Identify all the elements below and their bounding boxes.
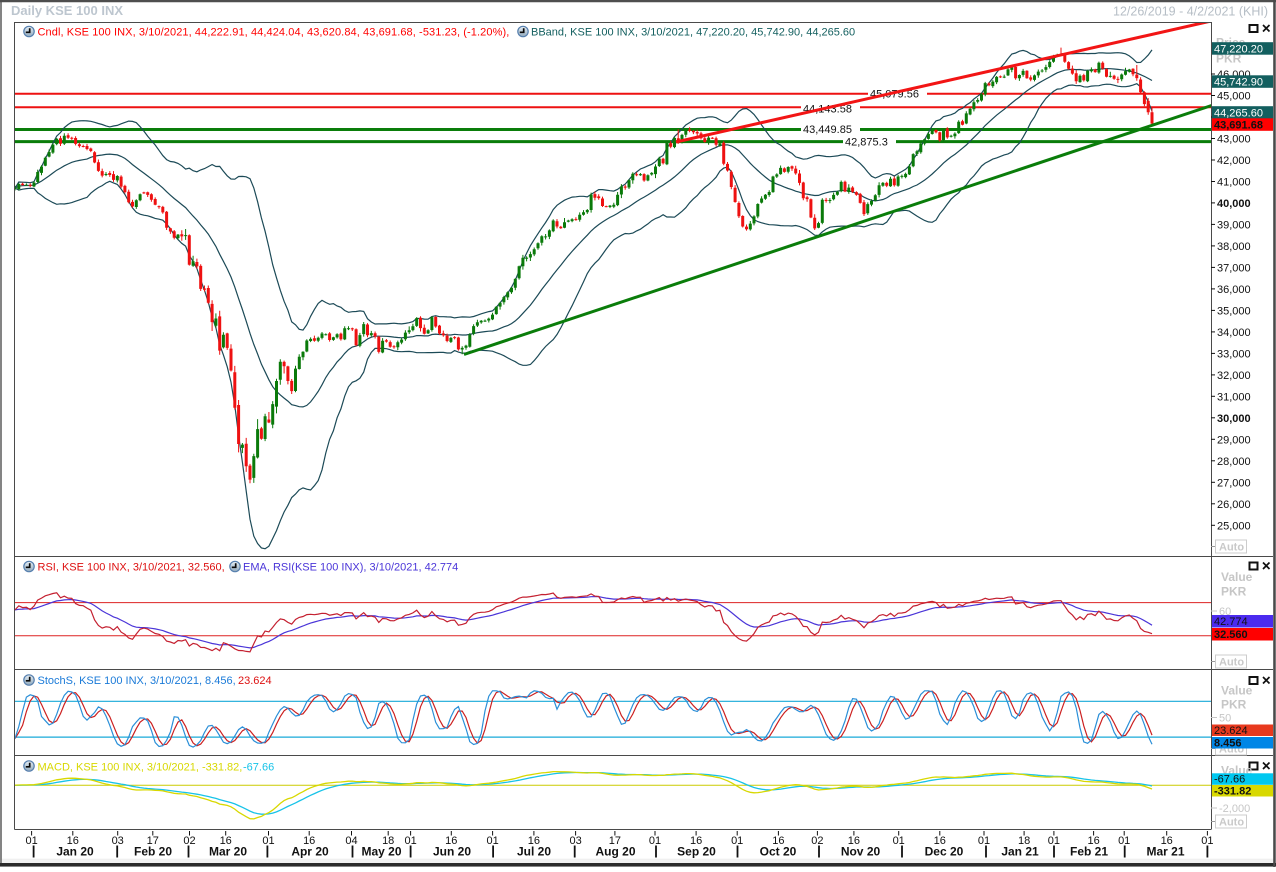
svg-text:01: 01: [1118, 835, 1130, 847]
svg-text:23.624: 23.624: [1214, 725, 1248, 737]
svg-text:Jun 20: Jun 20: [433, 845, 471, 859]
svg-text:35,000: 35,000: [1217, 305, 1251, 317]
svg-text:01: 01: [978, 835, 990, 847]
svg-text:47,220.20: 47,220.20: [1214, 43, 1263, 55]
svg-text:16: 16: [1087, 835, 1099, 847]
svg-text:16: 16: [690, 835, 702, 847]
svg-text:34,000: 34,000: [1217, 327, 1251, 339]
svg-text:43,000: 43,000: [1217, 134, 1251, 146]
svg-text:43,449.85: 43,449.85: [803, 124, 852, 136]
svg-text:Sep 20: Sep 20: [677, 845, 716, 859]
svg-text:50: 50: [1219, 713, 1231, 725]
svg-text:44,265.60: 44,265.60: [1214, 107, 1263, 119]
svg-text:18: 18: [382, 835, 394, 847]
svg-text:01: 01: [262, 835, 274, 847]
svg-text:32.560: 32.560: [1214, 629, 1248, 641]
svg-text:Jan 21: Jan 21: [1001, 845, 1039, 859]
svg-text:01: 01: [893, 835, 905, 847]
svg-text:May 20: May 20: [361, 845, 401, 859]
svg-text:43,691.68: 43,691.68: [1214, 120, 1263, 132]
svg-text:Jul 20: Jul 20: [517, 845, 551, 859]
svg-text:Aug 20: Aug 20: [595, 845, 635, 859]
svg-text:16: 16: [220, 835, 232, 847]
svg-text:16: 16: [67, 835, 79, 847]
svg-text:MACD, KSE 100 INX, 3/10/2021,: MACD, KSE 100 INX, 3/10/2021, -331.82,: [38, 762, 243, 774]
svg-text:17: 17: [609, 835, 621, 847]
svg-text:Apr 20: Apr 20: [291, 845, 329, 859]
svg-text:33,000: 33,000: [1217, 348, 1251, 360]
svg-text:Nov 20: Nov 20: [841, 845, 881, 859]
svg-text:45,079.56: 45,079.56: [870, 89, 919, 101]
svg-text:16: 16: [303, 835, 315, 847]
svg-text:23.624: 23.624: [238, 675, 272, 687]
svg-text:PKR: PKR: [1216, 52, 1242, 66]
svg-text:Jan 20: Jan 20: [56, 845, 94, 859]
svg-text:37,000: 37,000: [1217, 262, 1251, 274]
svg-text:42,000: 42,000: [1217, 155, 1251, 167]
svg-text:8.456: 8.456: [1214, 737, 1242, 749]
svg-text:38,000: 38,000: [1217, 241, 1251, 253]
svg-text:12/26/2019 - 4/2/2021 (KHI): 12/26/2019 - 4/2/2021 (KHI): [1113, 5, 1268, 19]
svg-text:01: 01: [404, 835, 416, 847]
svg-text:39,000: 39,000: [1217, 219, 1251, 231]
svg-text:41,000: 41,000: [1217, 177, 1251, 189]
svg-text:04: 04: [345, 835, 357, 847]
svg-text:27,000: 27,000: [1217, 477, 1251, 489]
svg-text:StochS, KSE 100 INX, 3/10/2021: StochS, KSE 100 INX, 3/10/2021, 8.456,: [38, 675, 236, 687]
svg-text:Feb 21: Feb 21: [1070, 845, 1108, 859]
svg-text:16: 16: [772, 835, 784, 847]
svg-text:Feb 20: Feb 20: [134, 845, 172, 859]
svg-text:16: 16: [848, 835, 860, 847]
svg-text:Auto: Auto: [1219, 817, 1244, 829]
svg-text:-2,000: -2,000: [1219, 803, 1250, 815]
svg-text:01: 01: [1201, 835, 1213, 847]
svg-text:PKR: PKR: [1221, 585, 1247, 599]
svg-text:01: 01: [25, 835, 37, 847]
svg-text:01: 01: [731, 835, 743, 847]
svg-text:02: 02: [811, 835, 823, 847]
svg-text:-67.66: -67.66: [243, 762, 274, 774]
svg-text:Mar 21: Mar 21: [1146, 845, 1184, 859]
svg-text:Auto: Auto: [1219, 542, 1244, 554]
svg-text:PKR: PKR: [1221, 698, 1247, 712]
svg-text:45,742.90: 45,742.90: [1214, 77, 1263, 89]
svg-text:Cndl, KSE 100 INX, 3/10/2021,: Cndl, KSE 100 INX, 3/10/2021, 44,222.91,…: [38, 27, 510, 39]
svg-text:Dec 20: Dec 20: [925, 845, 964, 859]
svg-text:01: 01: [486, 835, 498, 847]
svg-text:16: 16: [934, 835, 946, 847]
svg-text:25,000: 25,000: [1217, 520, 1251, 532]
svg-text:Value: Value: [1221, 570, 1253, 584]
svg-text:03: 03: [112, 835, 124, 847]
svg-text:16: 16: [445, 835, 457, 847]
svg-text:29,000: 29,000: [1217, 434, 1251, 446]
svg-text:EMA, RSI(KSE 100 INX), 3/10/20: EMA, RSI(KSE 100 INX), 3/10/2021, 42.774: [243, 562, 458, 574]
svg-text:42.774: 42.774: [1214, 616, 1248, 628]
svg-text:03: 03: [569, 835, 581, 847]
svg-text:40,000: 40,000: [1217, 198, 1251, 210]
svg-text:Value: Value: [1221, 684, 1253, 698]
svg-text:26,000: 26,000: [1217, 499, 1251, 511]
svg-text:RSI, KSE 100 INX, 3/10/2021, 3: RSI, KSE 100 INX, 3/10/2021, 32.560,: [38, 562, 225, 574]
svg-text:42,875.3: 42,875.3: [845, 136, 888, 148]
svg-text:02: 02: [183, 835, 195, 847]
svg-text:Daily KSE 100 INX: Daily KSE 100 INX: [11, 3, 123, 18]
svg-text:01: 01: [1048, 835, 1060, 847]
svg-text:32,000: 32,000: [1217, 370, 1251, 382]
svg-text:17: 17: [147, 835, 159, 847]
svg-text:16: 16: [528, 835, 540, 847]
svg-text:16: 16: [1161, 835, 1173, 847]
svg-text:BBand, KSE 100 INX, 3/10/2021,: BBand, KSE 100 INX, 3/10/2021, 47,220.20…: [531, 27, 855, 39]
svg-text:Auto: Auto: [1219, 657, 1244, 669]
svg-text:30,000: 30,000: [1217, 413, 1251, 425]
svg-text:31,000: 31,000: [1217, 391, 1251, 403]
svg-text:Oct 20: Oct 20: [760, 845, 797, 859]
svg-text:28,000: 28,000: [1217, 456, 1251, 468]
svg-text:36,000: 36,000: [1217, 284, 1251, 296]
svg-text:18: 18: [1018, 835, 1030, 847]
svg-text:Mar 20: Mar 20: [209, 845, 247, 859]
svg-text:-67.66: -67.66: [1214, 774, 1245, 786]
svg-text:-331.82: -331.82: [1214, 785, 1251, 797]
svg-text:45,000: 45,000: [1217, 91, 1251, 103]
svg-text:01: 01: [649, 835, 661, 847]
